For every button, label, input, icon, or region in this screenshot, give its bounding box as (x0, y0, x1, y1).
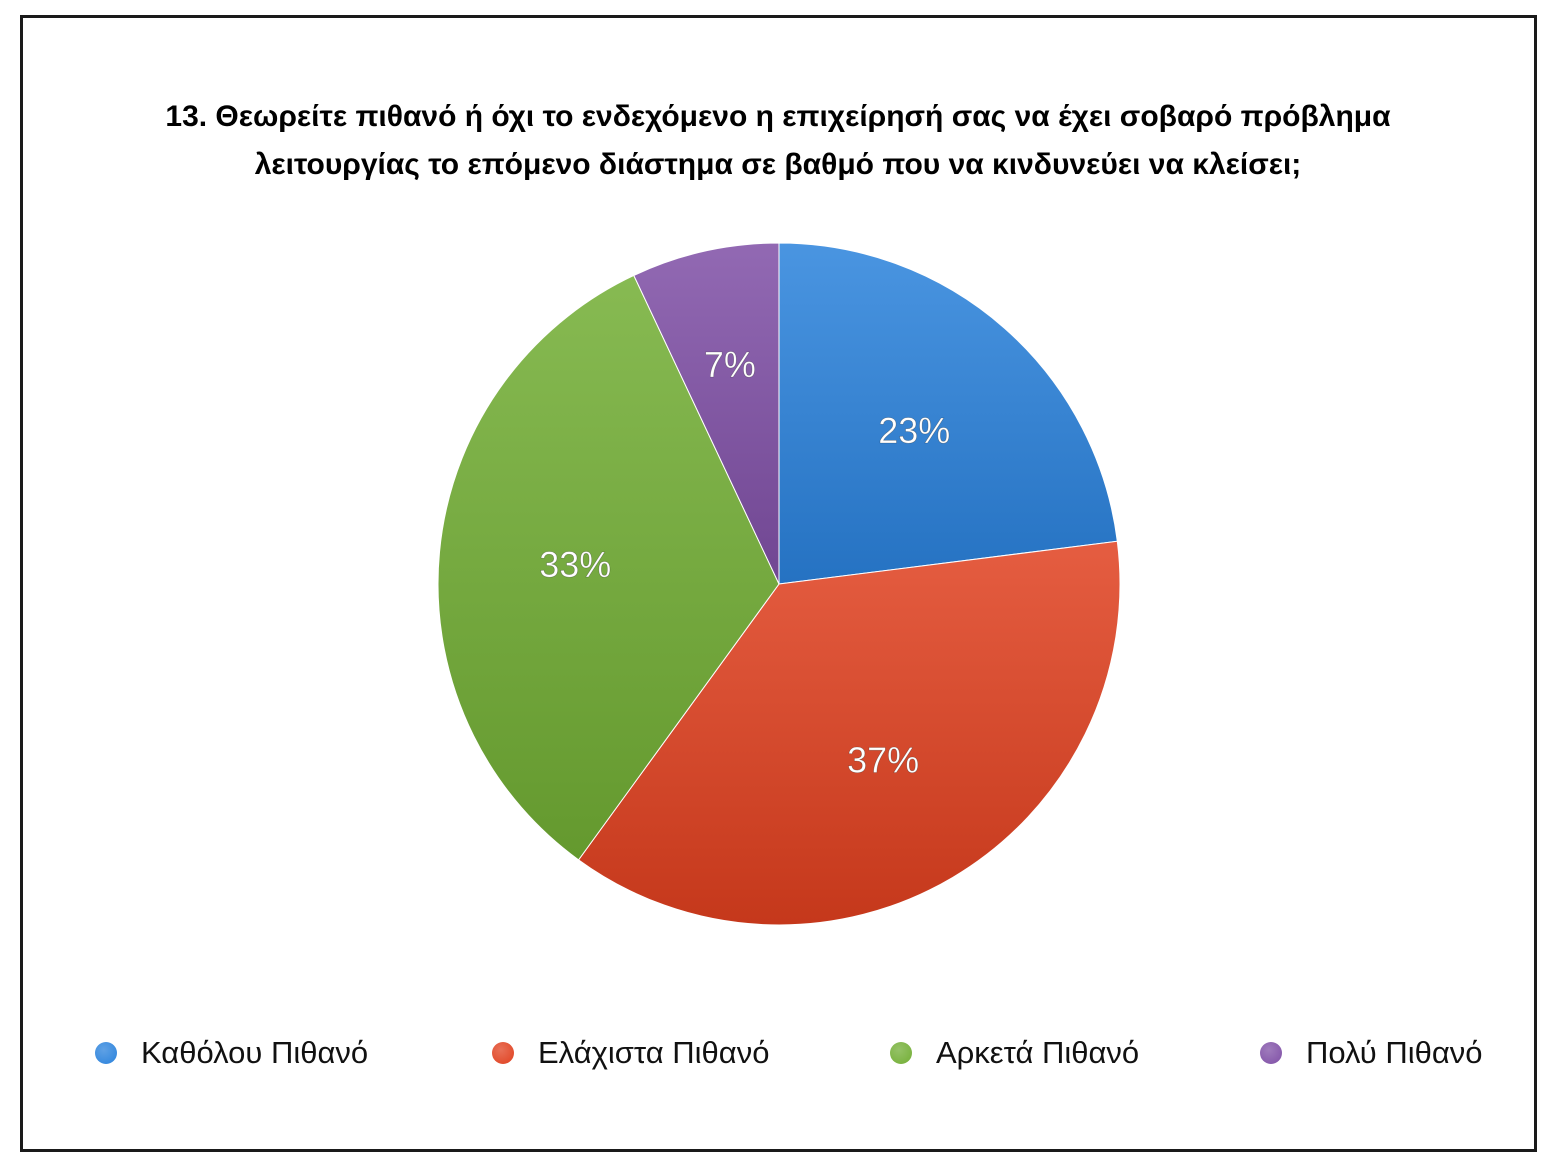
legend-item-4: Πολύ Πιθανό (1260, 1030, 1483, 1076)
pie-slice-1 (778, 242, 1118, 585)
legend-label-4: Πολύ Πιθανό (1306, 1035, 1483, 1070)
chart-title: 13. Θεωρείτε πιθανό ή όχι το ενδεχόμενο … (0, 93, 1556, 189)
legend: Καθόλου Πιθανό Ελάχιστα Πιθανό Αρκετά Πιθα… (0, 1030, 1556, 1080)
slice-label-2: 37% (847, 740, 919, 781)
legend-swatch-4 (1260, 1042, 1282, 1064)
slice-label-3: 33% (539, 544, 611, 585)
legend-label-3: Αρκετά Πιθανό (936, 1035, 1140, 1070)
legend-item-2: Ελάχιστα Πιθανό (492, 1030, 769, 1076)
pie-slice-3 (437, 274, 780, 861)
slice-label-1: 23% (878, 410, 950, 451)
chart-title-line-2: λειτουργίας το επόμενο διάστημα σε βαθμό… (254, 148, 1302, 181)
legend-swatch-3 (890, 1042, 912, 1064)
slice-label-4: 7% (704, 344, 756, 385)
pie-slice-4 (633, 242, 780, 585)
pie-slice-2 (577, 540, 1121, 926)
legend-swatch-2 (492, 1042, 514, 1064)
chart-title-line-1: 13. Θεωρείτε πιθανό ή όχι το ενδεχόμενο … (165, 100, 1391, 133)
legend-label-1: Καθόλου Πιθανό (141, 1035, 369, 1070)
legend-swatch-1 (95, 1042, 117, 1064)
legend-label-2: Ελάχιστα Πιθανό (538, 1035, 770, 1070)
legend-item-1: Καθόλου Πιθανό (95, 1030, 368, 1076)
legend-item-3: Αρκετά Πιθανό (890, 1030, 1139, 1076)
